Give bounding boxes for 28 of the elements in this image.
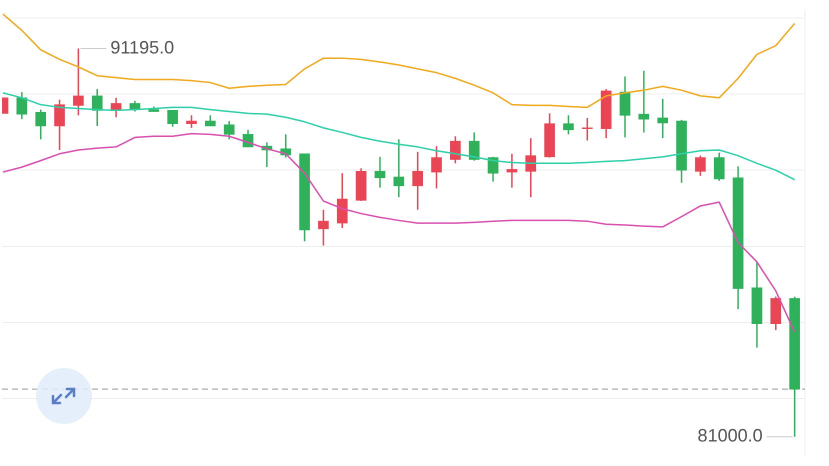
candlestick xyxy=(506,153,518,188)
candlestick xyxy=(563,114,574,136)
candlestick xyxy=(695,154,706,177)
candlestick xyxy=(582,117,593,142)
candlestick xyxy=(657,98,668,139)
candlestick xyxy=(374,156,386,188)
candlestick xyxy=(393,138,404,198)
candlestick xyxy=(73,48,84,116)
candlestick xyxy=(54,98,65,151)
annotation: 81000.0 xyxy=(698,426,763,446)
candlestick xyxy=(318,209,329,246)
candlestick xyxy=(167,110,178,128)
candlestick xyxy=(186,114,197,129)
candlestick xyxy=(242,129,254,148)
candlestick xyxy=(638,70,650,134)
candlestick xyxy=(110,97,122,118)
candlestick xyxy=(620,76,630,138)
candlestick xyxy=(450,136,461,164)
candlestick xyxy=(35,108,46,140)
candlestick xyxy=(431,145,442,190)
candlestick xyxy=(205,114,216,127)
candlestick xyxy=(714,152,725,182)
candlestick xyxy=(224,120,235,140)
annotation: 91195.0 xyxy=(110,37,174,58)
candlestick xyxy=(488,156,498,182)
candlestick xyxy=(412,151,423,211)
candlestick xyxy=(468,132,480,162)
candlestick xyxy=(16,91,28,120)
